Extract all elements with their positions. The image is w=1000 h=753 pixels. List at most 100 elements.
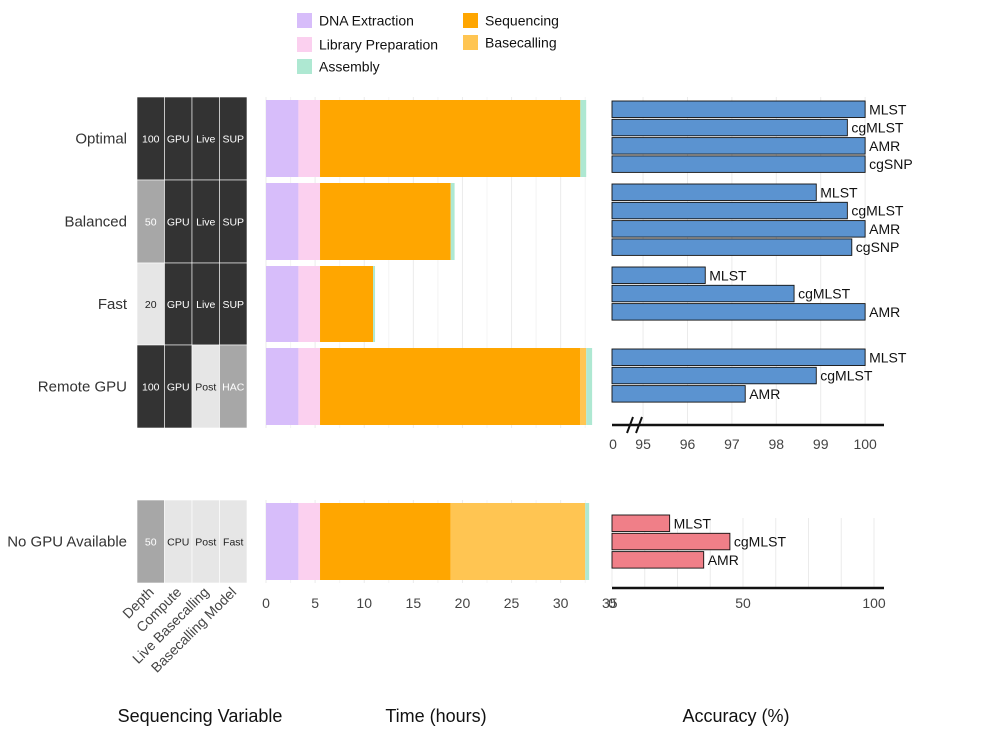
scenario-label: Remote GPU xyxy=(38,379,127,396)
accuracy-label: cgMLST xyxy=(851,203,904,219)
time-segment-dna_extraction xyxy=(266,266,299,342)
variable-cell xyxy=(136,344,165,429)
sequencing-variable-panel: 100 GPU Live SUP 50 GPU Live SUP 20 GPU Live SUP 100… xyxy=(136,96,248,584)
variable-cell-label: SUP xyxy=(222,299,244,311)
time-segment-assembly xyxy=(373,266,376,342)
variable-cell-label: GPU xyxy=(167,299,190,311)
variable-cell xyxy=(164,262,193,346)
variable-cell xyxy=(164,96,193,181)
accuracy-tick-label: 96 xyxy=(680,436,696,452)
accuracy-bar-mlst xyxy=(611,100,866,118)
variable-cell-label: GPU xyxy=(167,382,190,394)
time-tick-label: 5 xyxy=(311,595,319,611)
variable-cell-label: SUP xyxy=(222,134,244,146)
accuracy-label: MLST xyxy=(820,184,858,200)
accuracy-tick-label: 100 xyxy=(862,595,886,611)
accuracy-tick-label: 100 xyxy=(853,436,877,452)
time-segment-library_preparation xyxy=(298,266,321,342)
accuracy-tick-label: 95 xyxy=(635,436,651,452)
accuracy-bar-cgmlst xyxy=(611,201,848,220)
variable-cell-label: 100 xyxy=(142,134,160,146)
accuracy-tick-label: 0 xyxy=(609,436,617,452)
xlabel-accuracy: Accuracy (%) xyxy=(682,706,789,726)
variable-cell xyxy=(136,179,165,264)
legend-swatch-dna_extraction xyxy=(297,13,312,28)
variable-cell-label: HAC xyxy=(222,382,245,394)
accuracy-label: AMR xyxy=(869,304,900,320)
time-segment-assembly xyxy=(586,348,593,425)
variable-cell xyxy=(191,96,220,181)
legend: DNA Extraction Library Preparation Assembl… xyxy=(297,13,559,75)
legend-swatch-basecalling xyxy=(463,35,478,50)
accuracy-bar-cgmlst xyxy=(611,366,817,385)
xlabel-variables: Sequencing Variable xyxy=(118,706,283,726)
time-tick-label: 20 xyxy=(455,595,471,611)
accuracy-tick-label: 0 xyxy=(608,595,616,611)
accuracy-bar-cgsnp xyxy=(611,155,866,173)
time-segment-sequencing xyxy=(320,266,374,342)
accuracy-label: cgSNP xyxy=(856,239,900,255)
time-tick-label: 15 xyxy=(406,595,422,611)
accuracy-tick-label: 97 xyxy=(724,436,740,452)
accuracy-label: cgMLST xyxy=(798,286,851,302)
accuracy-label: AMR xyxy=(869,221,900,237)
time-segment-assembly xyxy=(580,100,587,177)
accuracy-label: cgMLST xyxy=(820,368,873,384)
variable-cell xyxy=(191,262,220,346)
legend-label-library_preparation: Library Preparation xyxy=(319,37,438,53)
time-segment-dna_extraction xyxy=(266,348,299,425)
accuracy-bar-cgmlst xyxy=(611,118,848,137)
variable-cell xyxy=(191,499,220,584)
time-segment-dna_extraction xyxy=(266,503,299,580)
variable-cell xyxy=(219,179,248,264)
axis-break-mark xyxy=(635,416,643,434)
variable-cell xyxy=(136,499,165,584)
legend-swatch-library_preparation xyxy=(297,37,312,52)
time-segment-sequencing xyxy=(320,100,581,177)
variable-cell xyxy=(164,499,193,584)
accuracy-bar-mlst xyxy=(611,266,706,284)
time-tick-label: 0 xyxy=(262,595,270,611)
legend-swatch-assembly xyxy=(297,59,312,74)
variable-cell-label: 50 xyxy=(145,217,157,229)
accuracy-label: MLST xyxy=(869,349,907,365)
time-panel xyxy=(266,100,593,580)
time-segment-assembly xyxy=(585,503,590,580)
variable-cell-label: 100 xyxy=(142,382,160,394)
accuracy-label: cgSNP xyxy=(869,156,913,172)
accuracy-bar-amr xyxy=(611,303,866,321)
accuracy-bar-mlst xyxy=(611,348,866,366)
xlabel-time: Time (hours) xyxy=(385,706,486,726)
accuracy-label: MLST xyxy=(709,267,747,283)
scenario-label: No GPU Available xyxy=(7,534,127,551)
accuracy-label: cgMLST xyxy=(851,120,904,136)
variable-cell-label: 20 xyxy=(145,299,157,311)
time-segment-library_preparation xyxy=(298,183,321,260)
accuracy-bar-amr xyxy=(611,137,866,155)
variable-cell-label: CPU xyxy=(167,537,189,549)
time-tick-label: 10 xyxy=(356,595,372,611)
accuracy-tick-label: 99 xyxy=(813,436,829,452)
variable-cell xyxy=(219,344,248,429)
variable-cell-label: Fast xyxy=(223,537,244,549)
time-segment-sequencing xyxy=(320,348,581,425)
variable-cell xyxy=(136,262,165,346)
accuracy-label: AMR xyxy=(749,386,780,402)
variable-cell-label: Post xyxy=(195,537,216,549)
time-segment-basecalling xyxy=(580,348,587,425)
variable-cell-label: 50 xyxy=(145,537,157,549)
variable-cell xyxy=(191,344,220,429)
legend-label-basecalling: Basecalling xyxy=(485,35,557,51)
variable-cell xyxy=(219,499,248,584)
time-tick-label: 35 xyxy=(602,595,618,611)
time-segment-library_preparation xyxy=(298,100,321,177)
accuracy-bar-mlst xyxy=(611,183,817,201)
variable-cell-label: Live xyxy=(196,217,215,229)
time-segment-sequencing xyxy=(320,183,451,260)
time-tick-label: 30 xyxy=(553,595,569,611)
legend-label-assembly: Assembly xyxy=(319,59,380,75)
accuracy-tick-label: 50 xyxy=(735,595,751,611)
legend-label-dna_extraction: DNA Extraction xyxy=(319,13,414,29)
time-segment-sequencing xyxy=(320,503,451,580)
